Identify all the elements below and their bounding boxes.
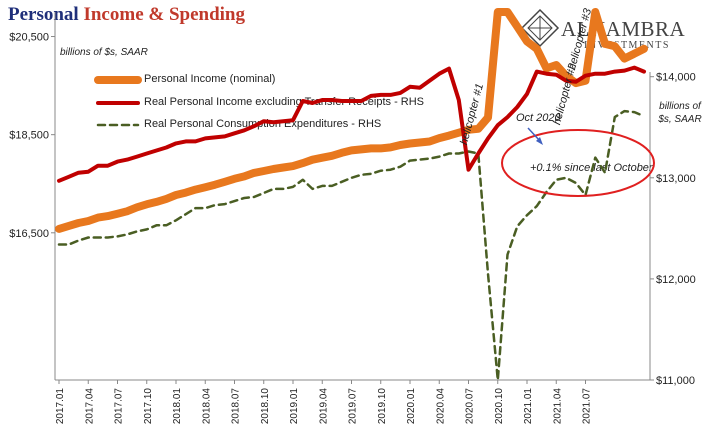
x-tick-label: 2020.01 [406, 388, 417, 425]
right-tick-label: $14,000 [656, 72, 696, 84]
logo-name: ALHAMBRA [561, 17, 686, 41]
x-tick-label: 2021.07 [582, 388, 593, 425]
x-tick-label: 2019.07 [348, 388, 359, 425]
x-tick-label: 2017.01 [55, 388, 66, 425]
x-tick-label: 2020.04 [435, 388, 446, 425]
left-axis-units: billions of $s, SAAR [60, 47, 148, 58]
series-line-personal-income [55, 8, 648, 233]
x-tick-label: 2020.07 [465, 388, 476, 425]
highlight-ellipse [501, 129, 655, 197]
chart-title: Personal Income & Spending [8, 4, 245, 26]
x-tick-label: 2019.01 [289, 388, 300, 425]
x-tick-label: 2021.01 [523, 388, 534, 425]
x-tick-label: 2018.01 [172, 388, 183, 425]
title-part-income-spending: Income & Spending [83, 4, 245, 25]
x-tick-label: 2018.07 [231, 388, 242, 425]
x-tick-label: 2021.04 [552, 388, 563, 425]
right-tick-label: $12,000 [656, 274, 696, 286]
x-tick-label: 2019.10 [377, 388, 388, 425]
x-tick-label: 2018.10 [260, 388, 271, 425]
annotation-oct-2020: Oct 2020 [516, 112, 561, 124]
x-tick-label: 2017.10 [143, 388, 154, 425]
x-tick-label: 2017.07 [114, 388, 125, 425]
annotation-arrow [527, 127, 541, 142]
annotation-arrowhead [536, 137, 543, 145]
right-axis-units: billions of $s, SAAR [658, 101, 702, 125]
logo-icon [520, 8, 560, 48]
left-tick-label: $16,500 [9, 228, 49, 240]
annotation-helicopter2: helicopter #2 [551, 62, 579, 126]
series-line-real-income [57, 65, 646, 183]
x-tick-label: 2017.04 [84, 388, 95, 425]
right-tick-label: $11,000 [656, 375, 695, 387]
x-tick-label: 2018.04 [201, 388, 212, 425]
right-tick-label: $13,000 [656, 173, 696, 185]
left-tick-label: $20,500 [9, 32, 49, 44]
x-tick-label: 2020.10 [494, 388, 505, 425]
series-line-real-consumption [57, 109, 646, 382]
legend-entry-personal-income: Personal Income (nominal) [144, 73, 276, 85]
logo-subtitle: INVESTMENTS [584, 40, 670, 51]
left-tick-label: $18,500 [9, 130, 49, 142]
x-tick-label: 2019.04 [318, 388, 329, 425]
title-part-personal: Personal [8, 4, 84, 25]
